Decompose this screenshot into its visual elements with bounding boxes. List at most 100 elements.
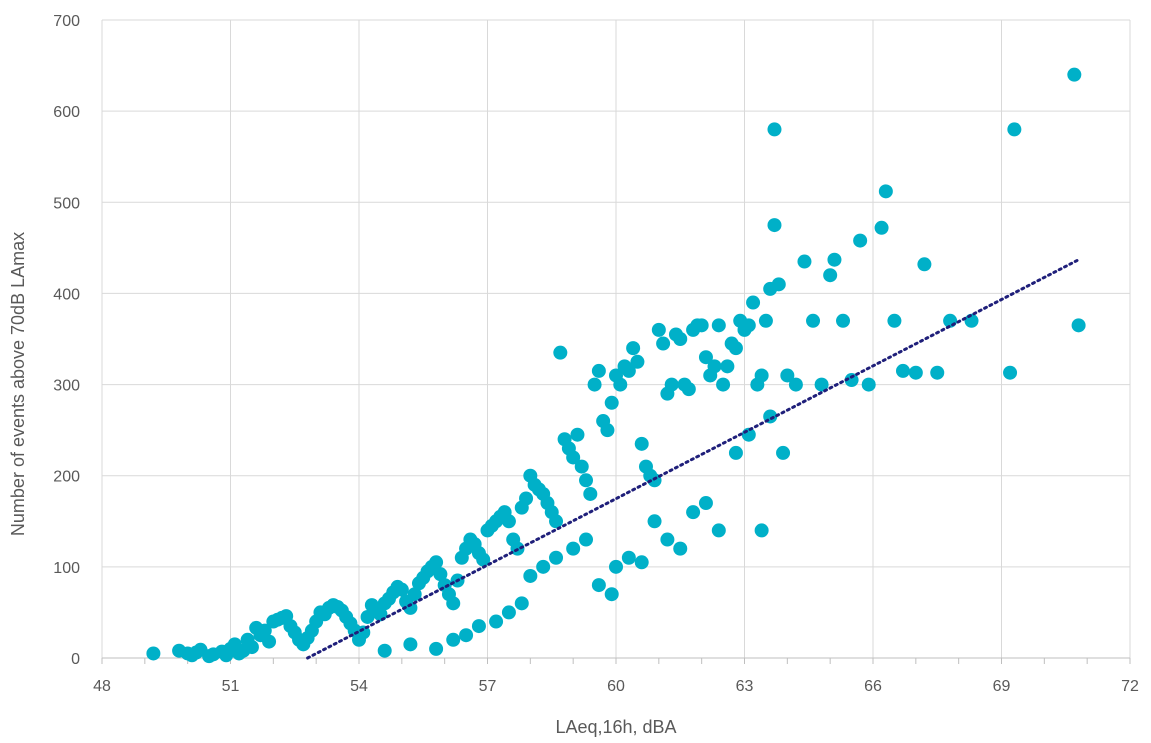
data-point	[394, 582, 409, 597]
data-point	[741, 318, 756, 333]
data-point	[609, 559, 623, 574]
data-point	[566, 450, 581, 465]
x-tick-label: 72	[1121, 678, 1139, 695]
data-point	[257, 623, 272, 638]
data-point	[514, 596, 529, 611]
y-tick-label: 400	[53, 286, 80, 303]
data-point	[660, 532, 675, 547]
data-point	[887, 313, 902, 328]
data-point	[604, 395, 619, 410]
trendline	[306, 258, 1081, 660]
data-point	[711, 523, 726, 538]
data-point	[780, 368, 795, 383]
data-point	[244, 640, 259, 655]
y-tick-label: 700	[53, 13, 80, 30]
data-point	[549, 514, 564, 529]
data-point	[634, 436, 649, 451]
data-point	[771, 277, 786, 292]
data-point	[728, 445, 743, 460]
data-point	[459, 628, 474, 643]
data-point	[549, 550, 564, 565]
trendline-layer	[306, 258, 1081, 660]
data-point	[583, 486, 598, 501]
data-point	[917, 257, 932, 272]
data-point	[647, 514, 662, 529]
data-point	[853, 233, 868, 248]
x-tick-labels: 48 51 54 57 60 63 66 69 72	[93, 678, 1139, 695]
y-tick-label: 600	[53, 104, 80, 121]
data-point	[634, 555, 649, 570]
data-point	[698, 350, 713, 365]
data-point	[433, 567, 448, 582]
data-points	[146, 67, 1086, 664]
data-point	[566, 541, 581, 556]
data-point	[1007, 122, 1022, 137]
data-point	[651, 322, 666, 337]
gridlines	[102, 19, 1131, 658]
data-point	[814, 377, 829, 392]
x-tick-label: 69	[993, 678, 1011, 695]
x-tick-label: 66	[864, 678, 882, 695]
data-point	[519, 491, 534, 506]
data-point	[626, 341, 641, 356]
data-point	[874, 220, 889, 235]
x-tick-label: 54	[350, 678, 368, 695]
data-point	[878, 184, 893, 199]
data-point	[429, 641, 444, 656]
data-point	[446, 596, 461, 611]
data-point	[656, 336, 671, 351]
x-tick-label: 57	[479, 678, 497, 695]
data-point	[716, 377, 731, 392]
data-point	[861, 377, 876, 392]
data-point	[471, 619, 486, 634]
y-tick-label: 200	[53, 469, 80, 486]
data-point	[711, 318, 726, 333]
data-point	[720, 359, 735, 374]
data-point	[501, 605, 516, 620]
data-point	[630, 354, 645, 369]
data-point	[146, 646, 161, 661]
data-point	[621, 550, 636, 565]
y-tick-labels: 0 100 200 300 400 500 600 700	[53, 13, 80, 668]
x-tick-label: 63	[736, 678, 754, 695]
data-point	[806, 313, 821, 328]
data-point	[403, 637, 418, 652]
data-point	[489, 614, 504, 629]
data-point	[523, 568, 538, 583]
data-point	[844, 373, 859, 388]
data-point	[621, 363, 636, 378]
data-point	[1071, 318, 1086, 333]
x-tick-label: 60	[607, 678, 625, 695]
data-point	[664, 377, 679, 392]
y-tick-label: 0	[71, 651, 80, 668]
data-point	[579, 532, 594, 547]
data-point	[613, 377, 628, 392]
data-point	[836, 313, 851, 328]
data-point	[788, 377, 803, 392]
data-point	[604, 587, 619, 602]
data-point	[262, 634, 277, 649]
data-point	[476, 552, 491, 567]
y-tick-label: 300	[53, 378, 80, 395]
data-point	[746, 295, 761, 310]
axes	[101, 20, 1131, 664]
x-tick-label: 48	[93, 678, 111, 695]
data-point	[754, 523, 769, 538]
data-point	[908, 365, 923, 380]
data-point	[754, 368, 769, 383]
data-point	[681, 382, 696, 397]
data-point	[1003, 365, 1018, 380]
data-point	[776, 445, 791, 460]
data-point	[698, 496, 713, 511]
data-point	[686, 505, 701, 520]
data-point	[728, 341, 743, 356]
data-point	[429, 555, 444, 570]
data-point	[673, 541, 688, 556]
data-point	[823, 268, 838, 283]
data-point	[767, 122, 782, 137]
data-point	[536, 559, 551, 574]
x-tick-label: 51	[222, 678, 240, 695]
data-point	[446, 632, 461, 647]
x-axis-title: LAeq,16h, dBA	[555, 717, 676, 737]
